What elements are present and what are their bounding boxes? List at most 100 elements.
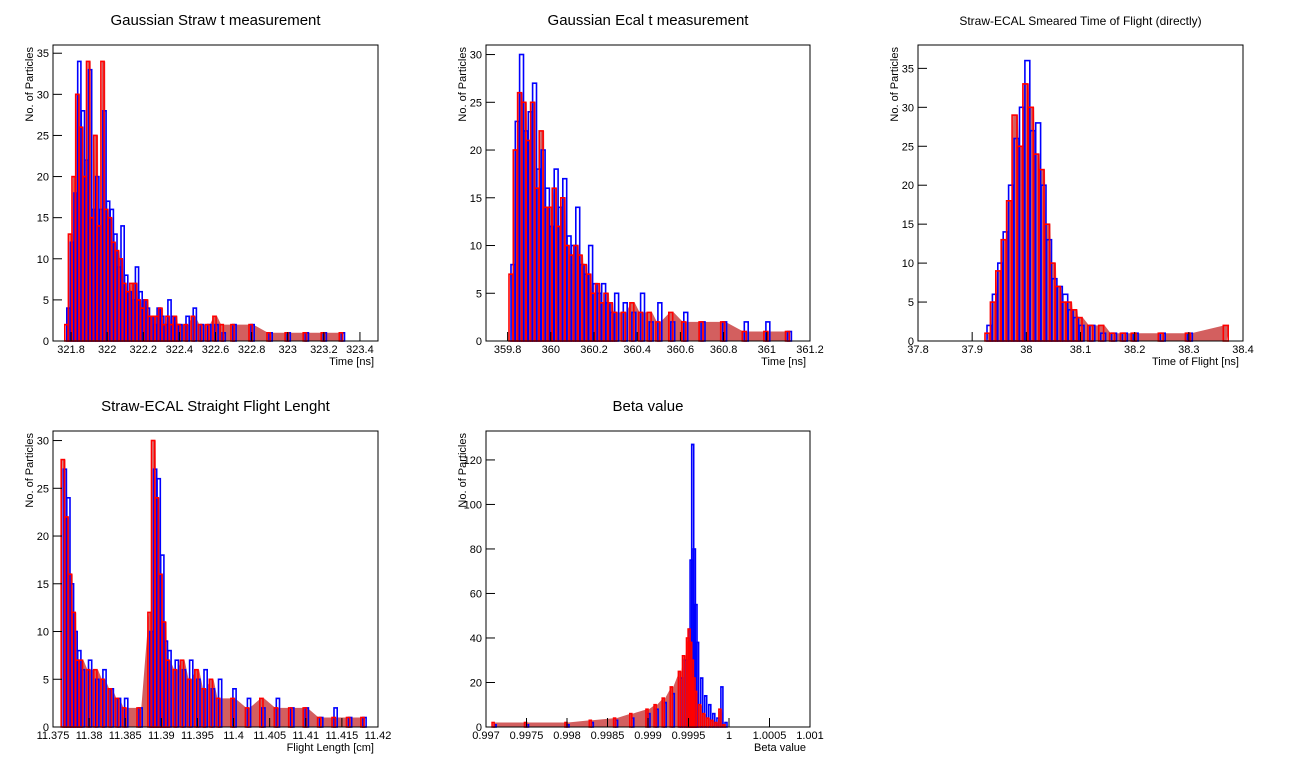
histogram-fill [493, 629, 726, 727]
y-tick-label: 10 [37, 254, 49, 266]
x-axis-label: Time [ns] [329, 356, 374, 368]
x-tick-label: 322.8 [238, 344, 266, 356]
x-tick-label: 322.6 [202, 344, 230, 356]
x-tick-label: 360.4 [623, 344, 651, 356]
chart-panel-2: Gaussian Ecal t measurement 359.8 360 360.2… [457, 12, 824, 368]
x-tick-label: 359.8 [494, 344, 522, 356]
chart-title: Straw-ECAL Smeared Time of Flight (direc… [959, 14, 1201, 28]
x-axis-label: Beta value [754, 742, 806, 754]
x-tick-label: 321.8 [57, 344, 85, 356]
x-tick-label: 323.2 [310, 344, 338, 356]
y-axis-label: No. of Particles [24, 433, 36, 508]
y-tick-label: 120 [464, 455, 482, 467]
y-tick-label: 0 [476, 336, 482, 348]
x-tick-label: 1.001 [796, 730, 824, 742]
x-tick-label: 11.42 [365, 730, 392, 742]
x-tick-label: 1 [726, 730, 732, 742]
y-tick-label: 40 [470, 633, 482, 645]
histogram-fill [62, 440, 366, 727]
y-tick-label: 20 [37, 531, 49, 543]
y-tick-label: 100 [464, 499, 482, 511]
y-tick-label: 10 [37, 627, 49, 639]
x-tick-label: 323 [279, 344, 297, 356]
y-tick-label: 5 [476, 288, 482, 300]
histogram-bar [491, 721, 495, 728]
y-tick-label: 30 [902, 102, 914, 114]
x-tick-label: 37.9 [961, 344, 982, 356]
plot-frame [485, 430, 811, 728]
x-tick-label: 0.999 [634, 730, 662, 742]
y-tick-label: 10 [902, 258, 914, 270]
x-axis-label: Time [ns] [761, 356, 806, 368]
x-tick-label: 38.2 [1124, 344, 1145, 356]
y-tick-label: 0 [908, 336, 914, 348]
x-tick-label: 11.38 [76, 730, 103, 742]
x-tick-label: 361 [758, 344, 776, 356]
y-tick-label: 0 [476, 722, 482, 734]
y-tick-label: 15 [37, 213, 49, 225]
chart-title: Straw-ECAL Straight Flight Lenght [101, 398, 331, 415]
y-tick-label: 20 [470, 145, 482, 157]
x-tick-label: 11.4 [223, 730, 244, 742]
y-tick-label: 20 [470, 677, 482, 689]
plot-frame [485, 44, 811, 342]
x-tick-label: 0.9975 [510, 730, 544, 742]
y-tick-label: 20 [902, 180, 914, 192]
x-tick-label: 11.405 [253, 730, 286, 742]
y-axis-label: No. of Particles [24, 47, 36, 122]
x-axis-label: Flight Length [cm] [287, 742, 374, 754]
x-tick-label: 11.41 [292, 730, 319, 742]
x-tick-label: 37.8 [907, 344, 928, 356]
chart-title: Gaussian Straw t measurement [110, 12, 321, 29]
x-axis-label: Time of Flight [ns] [1152, 356, 1239, 368]
y-axis-label: No. of Particles [457, 433, 469, 508]
x-tick-label: 0.9995 [672, 730, 706, 742]
chart-title: Beta value [613, 398, 684, 415]
x-tick-label: 38 [1020, 344, 1032, 356]
plot-frame [52, 430, 379, 728]
y-tick-label: 60 [470, 588, 482, 600]
y-tick-label: 80 [470, 544, 482, 556]
y-tick-label: 5 [908, 297, 914, 309]
x-tick-label: 360.6 [667, 344, 695, 356]
chart-panel-3: Straw-ECAL Smeared Time of Flight (direc… [889, 14, 1254, 368]
y-tick-label: 30 [37, 436, 49, 448]
x-tick-label: 0.998 [553, 730, 581, 742]
x-tick-label: 38.1 [1070, 344, 1091, 356]
y-tick-label: 35 [902, 63, 914, 75]
y-tick-label: 15 [37, 579, 49, 591]
y-tick-label: 0 [43, 722, 49, 734]
x-tick-label: 322.4 [166, 344, 194, 356]
x-tick-label: 1.0005 [753, 730, 787, 742]
y-tick-label: 30 [37, 89, 49, 101]
x-tick-label: 11.385 [109, 730, 142, 742]
y-axis-label: No. of Particles [889, 47, 901, 122]
chart-panel-1: Gaussian Straw t measurement 321.8 322 322.… [24, 12, 379, 368]
y-tick-label: 25 [37, 130, 49, 142]
y-tick-label: 15 [470, 193, 482, 205]
x-tick-label: 38.3 [1178, 344, 1199, 356]
x-tick-label: 360.2 [580, 344, 608, 356]
x-tick-label: 38.4 [1232, 344, 1253, 356]
x-tick-label: 11.395 [181, 730, 214, 742]
y-axis-label: No. of Particles [457, 47, 469, 122]
x-tick-label: 361.2 [796, 344, 824, 356]
x-tick-label: 11.375 [37, 730, 70, 742]
x-tick-label: 323.4 [346, 344, 374, 356]
x-tick-label: 0.997 [472, 730, 500, 742]
x-tick-label: 11.415 [325, 730, 358, 742]
chart-title: Gaussian Ecal t measurement [548, 12, 750, 29]
y-tick-label: 5 [43, 295, 49, 307]
x-tick-label: 322.2 [130, 344, 158, 356]
x-tick-label: 11.39 [148, 730, 175, 742]
y-tick-label: 30 [470, 50, 482, 62]
y-tick-label: 0 [43, 336, 49, 348]
y-tick-label: 25 [470, 97, 482, 109]
y-tick-label: 25 [902, 141, 914, 153]
x-tick-label: 360.8 [710, 344, 738, 356]
y-tick-label: 20 [37, 172, 49, 184]
chart-panel-4: Straw-ECAL Straight Flight Lenght 11.375 1… [24, 398, 391, 754]
y-tick-label: 25 [37, 483, 49, 495]
y-tick-label: 10 [470, 241, 482, 253]
chart-panel-5: Beta value 0.997 0.9975 0.998 0.9985 0.999 0.9… [457, 398, 824, 754]
